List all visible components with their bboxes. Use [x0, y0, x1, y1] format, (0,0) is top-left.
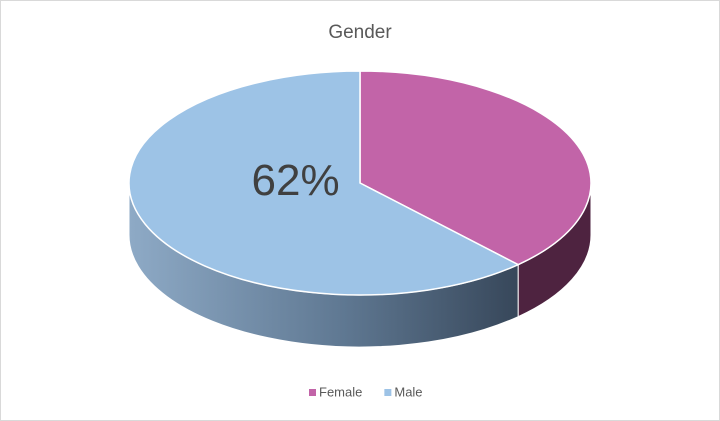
- slice: [359, 70, 592, 266]
- legend-label: Male: [394, 384, 422, 399]
- data-label: 62%: [252, 156, 340, 205]
- legend-label: Female: [319, 384, 362, 399]
- slice: [128, 70, 520, 296]
- chart-title: Gender: [328, 22, 392, 43]
- legend-swatch: [309, 389, 316, 396]
- legend-swatch: [384, 389, 392, 396]
